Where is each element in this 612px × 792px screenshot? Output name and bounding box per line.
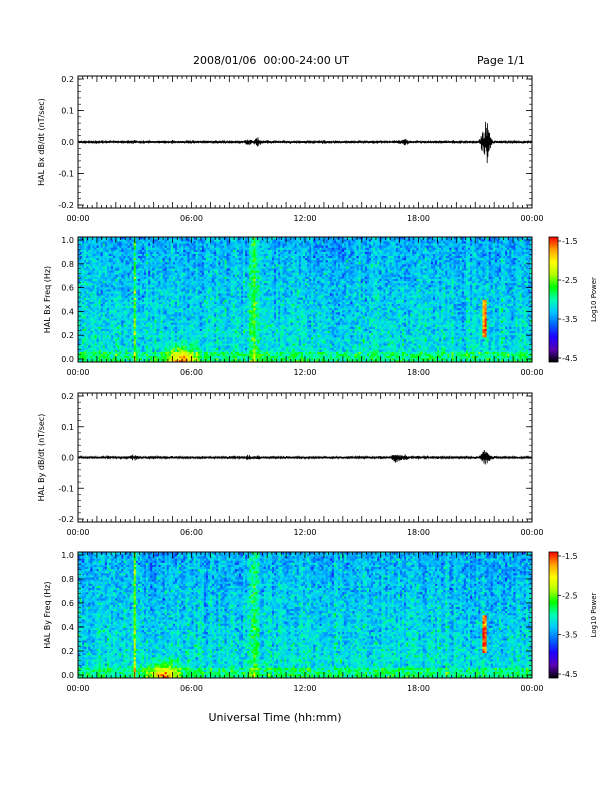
x-tick-label: 00:00: [520, 368, 543, 377]
colorbar-tick-label: -2.5: [562, 276, 578, 285]
y-axis-label: HAL Bx Freq (Hz): [43, 266, 52, 333]
y-tick-label: 0.2: [61, 331, 74, 340]
y-tick-label: 0.2: [61, 392, 74, 401]
y-tick-label: -0.2: [58, 201, 74, 210]
colorbar-label: Log10 Power: [590, 277, 598, 322]
spectrogram-cells: [78, 237, 532, 362]
colorbar-tick-label: -4.5: [562, 670, 578, 679]
by-dbdt-panel: 00:00 06:00 12:00 18:00 00:00 0.2 0.1 0.0 -0.1 -0…: [37, 392, 544, 537]
x-tick-label: 00:00: [66, 528, 89, 537]
colorbar-tick-label: -1.5: [562, 552, 578, 561]
y-tick-label: 0.1: [61, 107, 74, 116]
colorbar: [549, 552, 558, 678]
x-tick-label: 18:00: [407, 214, 430, 223]
y-tick-label: 0.4: [61, 307, 74, 316]
y-tick-label: 0.1: [61, 423, 74, 432]
x-tick-label: 06:00: [180, 528, 203, 537]
y-tick-label: -0.1: [58, 170, 74, 179]
x-tick-label: 00:00: [66, 214, 89, 223]
y-axis-label: HAL By dB/dt (nT/sec): [37, 414, 46, 502]
y-axis-label: HAL Bx dB/dt (nT/sec): [37, 98, 46, 186]
x-axis-title: Universal Time (hh:mm): [209, 711, 342, 724]
x-tick-label: 00:00: [520, 684, 543, 693]
x-tick-label: 18:00: [407, 368, 430, 377]
x-tick-label: 12:00: [293, 684, 316, 693]
x-tick-label: 18:00: [407, 684, 430, 693]
y-tick-label: 0.6: [61, 284, 74, 293]
y-tick-label: 0.0: [61, 355, 74, 364]
x-tick-label: 06:00: [180, 368, 203, 377]
x-tick-label: 00:00: [520, 528, 543, 537]
y-tick-label: 0.8: [61, 575, 74, 584]
by-spectrogram-panel: 00:00 06:00 12:00 18:00 00:00 1.0 0.8 0.6 0.4 0.2…: [43, 551, 598, 693]
y-tick-label: 0.0: [61, 454, 74, 463]
colorbar-tick-label: -4.5: [562, 354, 578, 363]
colorbar: [549, 237, 558, 362]
bx-spectrogram-panel: 00:00 06:00 12:00 18:00 00:00 1.0 0.8 0.6 0.4 0.2…: [43, 236, 598, 377]
y-tick-label: -0.2: [58, 515, 74, 524]
y-tick-label: 0.2: [61, 75, 74, 84]
x-tick-label: 00:00: [66, 684, 89, 693]
y-tick-label: 0.6: [61, 599, 74, 608]
colorbar-label: Log10 Power: [590, 592, 598, 637]
x-tick-label: 00:00: [66, 368, 89, 377]
y-axis-label: HAL By Freq (Hz): [43, 581, 52, 648]
y-tick-label: -0.1: [58, 484, 74, 493]
colorbar-tick-label: -3.5: [562, 315, 578, 324]
x-tick-label: 06:00: [180, 214, 203, 223]
x-tick-label: 12:00: [293, 368, 316, 377]
colorbar-tick-label: -1.5: [562, 237, 578, 246]
bx-dbdt-panel: 00:00 06:00 12:00 18:00 00:00 0.2 0.1 0.0 -0.1 -0…: [37, 75, 544, 223]
y-tick-label: 0.2: [61, 647, 74, 656]
y-tick-label: 1.0: [61, 551, 74, 560]
colorbar-tick-label: -3.5: [562, 631, 578, 640]
spectrogram-cells: [78, 552, 532, 678]
x-tick-label: 12:00: [293, 214, 316, 223]
x-tick-label: 18:00: [407, 528, 430, 537]
x-tick-label: 12:00: [293, 528, 316, 537]
y-tick-label: 0.0: [61, 138, 74, 147]
y-tick-label: 1.0: [61, 236, 74, 245]
x-tick-label: 06:00: [180, 684, 203, 693]
y-tick-label: 0.4: [61, 623, 74, 632]
colorbar-tick-label: -2.5: [562, 591, 578, 600]
y-tick-label: 0.0: [61, 671, 74, 680]
y-tick-label: 0.8: [61, 260, 74, 269]
x-tick-label: 00:00: [520, 214, 543, 223]
